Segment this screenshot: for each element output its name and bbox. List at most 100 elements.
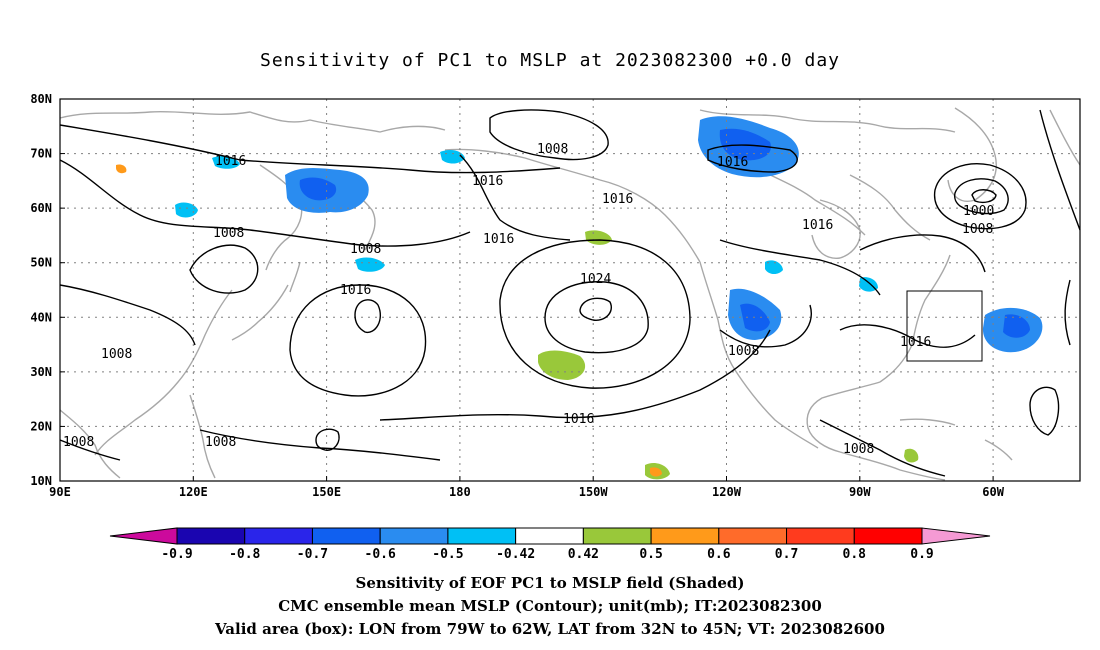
colorbar-label: -0.7 (297, 547, 328, 562)
colorbar-label: -0.8 (229, 547, 260, 562)
isobar (719, 304, 812, 348)
colorbar-swatch (176, 527, 246, 545)
negative-blob (765, 260, 783, 275)
colorbar-label: -0.9 (161, 547, 192, 562)
coastline (599, 179, 701, 263)
isobar (859, 234, 986, 273)
contour-label: 1008 (843, 442, 874, 457)
map-title: Sensitivity of PC1 to MSLP at 2023082300… (259, 50, 840, 71)
contour-label: 1016 (340, 283, 371, 298)
isobar (544, 281, 649, 354)
positive-blob (650, 467, 662, 477)
coastline (189, 394, 216, 479)
isobar (707, 144, 798, 173)
colorbar (109, 527, 991, 545)
negative-blob (859, 277, 878, 292)
contour-label: 1016 (900, 335, 931, 350)
colorbar-label: 0.42 (568, 547, 599, 562)
contour-label: 1008 (63, 435, 94, 450)
coastline (839, 451, 946, 481)
gridlines (60, 99, 1080, 481)
isobar (933, 163, 1027, 230)
lat-label: 30N (30, 365, 52, 379)
coastline (984, 439, 1013, 461)
colorbar-label: 0.9 (910, 547, 933, 562)
contour-label: 1008 (350, 242, 381, 257)
contour-label: 1016 (563, 412, 594, 427)
coastline (59, 110, 446, 133)
coastline (811, 199, 861, 259)
caption-shading: Sensitivity of EOF PC1 to MSLP field (Sh… (355, 574, 745, 592)
lon-label: 90E (49, 485, 71, 499)
isobar (1064, 279, 1071, 346)
lat-label: 50N (30, 256, 52, 270)
contour-label: 1008 (962, 222, 993, 237)
lat-label: 80N (30, 92, 52, 106)
contour-label: 1016 (717, 155, 748, 170)
isobar (189, 244, 259, 294)
lon-label: 180 (449, 485, 471, 499)
colorbar-label: 0.6 (707, 547, 731, 562)
colorbar-swatch (244, 527, 313, 545)
coastline (849, 174, 931, 241)
caption-valid-area: Valid area (box): LON from 79W to 62W, L… (215, 620, 885, 638)
contour-label: 1016 (215, 154, 246, 169)
contour-label: 1008 (537, 142, 568, 157)
lon-label: 120W (712, 485, 742, 499)
isobar (489, 109, 609, 161)
positive-blob (538, 350, 586, 380)
colorbar-swatch (311, 527, 381, 545)
isobar (315, 428, 340, 451)
negative-blob (212, 156, 240, 169)
contour-label: 1016 (483, 232, 514, 247)
colorbar-label: 0.7 (775, 547, 798, 562)
contour-label: 1024 (580, 272, 611, 287)
isobar (719, 239, 881, 296)
coastlines (59, 107, 1081, 481)
colorbar-swatch (853, 527, 923, 545)
colorbar-swatch (447, 527, 517, 545)
contour-labels: 1016 1008 1016 1016 1016 1008 1000 1008 … (63, 142, 994, 457)
colorbar-swatch (379, 527, 449, 545)
colorbar-label: -0.42 (496, 547, 535, 562)
lat-label: 40N (30, 310, 52, 324)
lon-label: 150E (312, 485, 341, 499)
coastline (899, 418, 956, 426)
coastline (259, 164, 303, 271)
coastline (59, 409, 121, 479)
isobar (59, 439, 121, 461)
negative-blob (175, 202, 198, 218)
isobar (499, 239, 691, 389)
positive-blob (585, 230, 612, 245)
lat-label: 60N (30, 201, 52, 215)
contour-label: 1016 (602, 192, 633, 207)
colorbar-max-triangle (921, 527, 991, 545)
colorbar-label: -0.6 (365, 547, 396, 562)
isobar (1039, 109, 1081, 231)
colorbar-swatch (786, 527, 855, 545)
isobar (59, 159, 471, 247)
lat-label: 70N (30, 147, 52, 161)
colorbar-label: 0.8 (843, 547, 867, 562)
colorbar-swatch (515, 527, 584, 545)
contour-label: 1008 (728, 344, 759, 359)
isobar (59, 124, 561, 174)
map-border (59, 98, 1081, 482)
contour-label: 1016 (802, 218, 833, 233)
isobars (59, 109, 1081, 477)
isobar (1029, 386, 1060, 436)
longitude-labels: 90E 120E 150E 180 150W 120W 90W 60W (49, 476, 1005, 499)
contour-label: 1008 (101, 347, 132, 362)
contour-label: 1016 (472, 174, 503, 189)
isobar (953, 178, 1009, 215)
isobar (819, 419, 946, 477)
caption-contour: CMC ensemble mean MSLP (Contour); unit(m… (278, 597, 822, 615)
lon-label: 120E (179, 485, 208, 499)
latitude-labels: 80N 70N 60N 50N 40N 30N 20N 10N (30, 92, 65, 488)
lon-label: 60W (982, 485, 1004, 499)
isobar (379, 329, 771, 421)
isobar (579, 297, 612, 321)
colorbar-min-triangle (109, 527, 178, 545)
positive-blob (116, 164, 127, 174)
